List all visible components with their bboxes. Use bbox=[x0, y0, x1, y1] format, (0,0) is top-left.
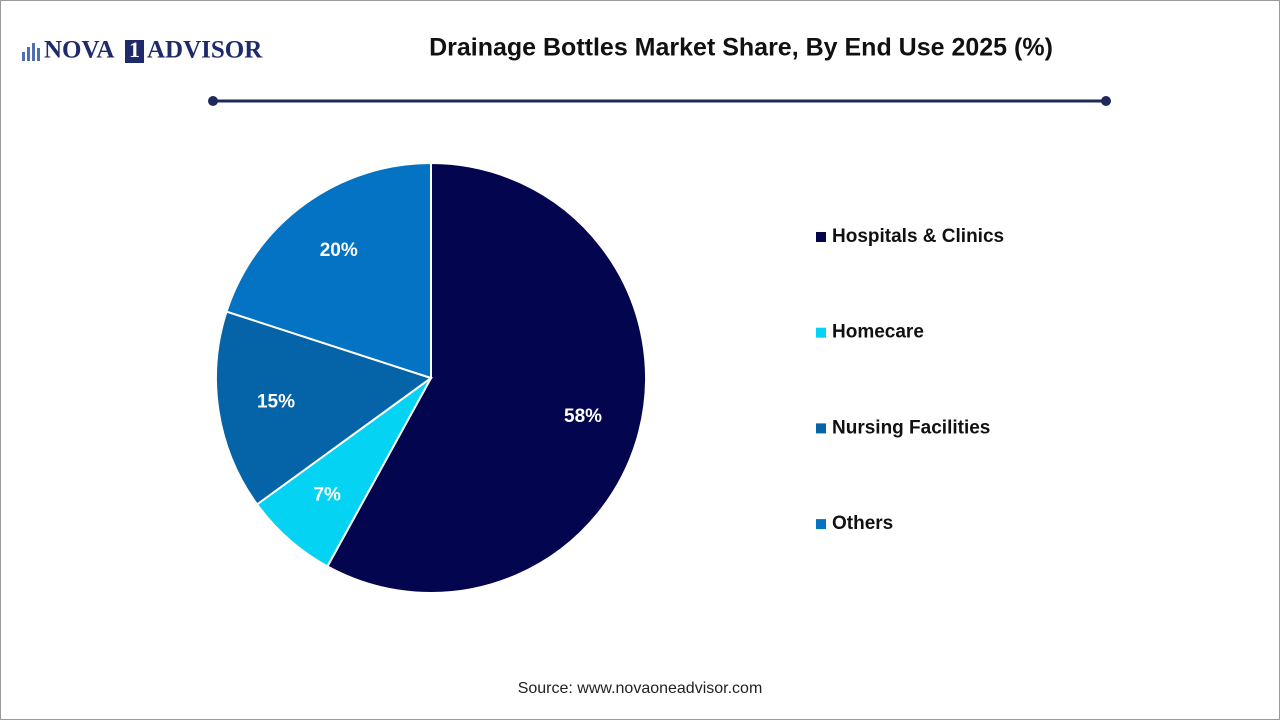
data-label: 20% bbox=[320, 240, 358, 261]
data-label: 7% bbox=[313, 485, 341, 506]
data-label: 15% bbox=[257, 392, 295, 413]
legend-swatch bbox=[816, 232, 826, 242]
logo-bar bbox=[27, 47, 30, 61]
legend-label: Homecare bbox=[832, 322, 924, 343]
legend-swatch bbox=[816, 327, 826, 338]
pie-slice bbox=[215, 310, 434, 506]
logo: NOVA 1 ADVISOR bbox=[22, 37, 263, 64]
source-note: Source: www.novaoneadvisor.com bbox=[518, 680, 763, 697]
logo-bar bbox=[32, 43, 35, 61]
pie-slice bbox=[326, 161, 647, 594]
logo-bar bbox=[37, 48, 40, 61]
rule-dot bbox=[208, 96, 218, 106]
chart-title: Drainage Bottles Market Share, By End Us… bbox=[429, 34, 1053, 62]
logo-bar bbox=[22, 52, 25, 61]
data-label: 58% bbox=[564, 406, 602, 427]
legend-swatch bbox=[816, 423, 826, 434]
pie-slice bbox=[225, 161, 432, 380]
legend-label: Others bbox=[832, 513, 893, 534]
logo-box bbox=[125, 40, 144, 63]
logo-text: NOVA bbox=[44, 37, 114, 64]
legend-label: Nursing Facilities bbox=[832, 417, 990, 438]
logo-text: ADVISOR bbox=[147, 37, 263, 64]
legend-label: Hospitals & Clinics bbox=[832, 226, 1004, 247]
legend-swatch bbox=[816, 519, 826, 530]
rule-dot bbox=[1101, 96, 1111, 106]
logo-text: 1 bbox=[129, 37, 140, 62]
